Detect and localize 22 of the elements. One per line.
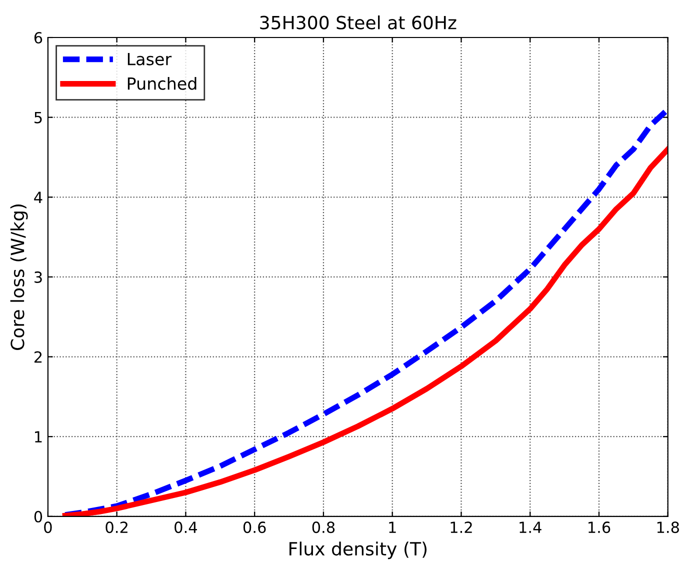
y-tick-label: 6 [34,32,42,44]
chart-title: 35H300 Steel at 60Hz [260,15,456,30]
x-tick-label: 1.8 [657,522,679,534]
x-tick-label: 0 [44,522,52,534]
x-tick-label: 0.6 [243,522,266,534]
x-axis-title: Flux density (T) [290,542,427,560]
y-tick-label: 0 [34,510,42,522]
x-tick-label: 1.2 [450,522,472,533]
x-tick-label: 1 [389,522,396,533]
legend-label: Punched [128,76,196,90]
x-tick-label: 1.4 [520,522,542,533]
legend-label: Laser [128,53,172,66]
y-tick-label: 1 [35,431,42,442]
x-tick-label: 1.6 [588,522,610,534]
x-tick-label: 0.4 [174,522,198,534]
y-tick-label: 5 [34,112,42,124]
y-tick-label: 3 [34,271,42,283]
y-axis-title: Core loss (W/kg) [10,204,28,350]
y-tick-label: 2 [34,351,42,363]
y-tick-label: 4 [34,192,42,203]
x-tick-label: 0.8 [312,522,335,534]
x-tick-label: 0.2 [106,522,128,534]
